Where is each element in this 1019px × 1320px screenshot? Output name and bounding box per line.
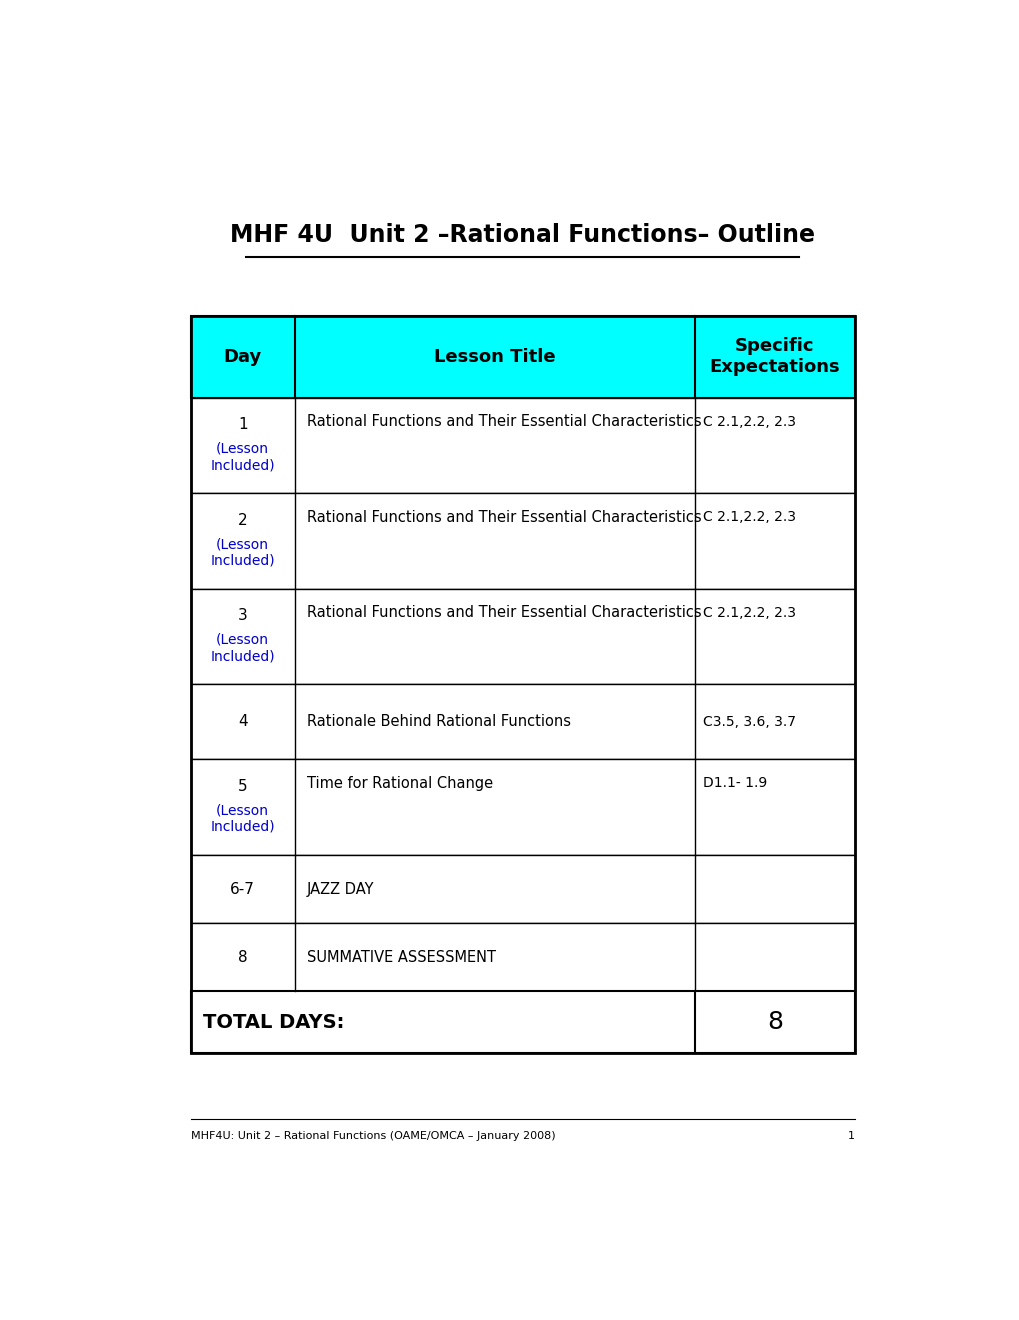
- Bar: [191, 397, 854, 494]
- Bar: [191, 315, 854, 397]
- Text: Rationale Behind Rational Functions: Rationale Behind Rational Functions: [307, 714, 570, 730]
- Text: MHF4U: Unit 2 – Rational Functions (OAME/OMCA – January 2008): MHF4U: Unit 2 – Rational Functions (OAME…: [191, 1131, 554, 1140]
- Text: Day: Day: [223, 348, 262, 366]
- Text: D1.1- 1.9: D1.1- 1.9: [702, 776, 766, 791]
- Text: 1: 1: [237, 417, 248, 432]
- Text: 8: 8: [237, 950, 248, 965]
- Text: 3: 3: [237, 609, 248, 623]
- Text: 8: 8: [766, 1010, 782, 1034]
- Text: Time for Rational Change: Time for Rational Change: [307, 776, 492, 791]
- Bar: [191, 494, 854, 589]
- Text: C3.5, 3.6, 3.7: C3.5, 3.6, 3.7: [702, 715, 795, 729]
- Bar: [191, 589, 854, 684]
- Bar: [191, 759, 854, 855]
- Bar: [191, 855, 854, 923]
- Bar: [191, 684, 854, 759]
- Text: 4: 4: [237, 714, 248, 730]
- Text: MHF 4U  Unit 2 –Rational Functions– Outline: MHF 4U Unit 2 –Rational Functions– Outli…: [230, 223, 814, 247]
- Text: Rational Functions and Their Essential Characteristics: Rational Functions and Their Essential C…: [307, 414, 700, 429]
- Text: (Lesson
Included): (Lesson Included): [210, 537, 275, 568]
- Text: 2: 2: [237, 512, 248, 528]
- Text: SUMMATIVE ASSESSMENT: SUMMATIVE ASSESSMENT: [307, 950, 495, 965]
- Text: 5: 5: [237, 779, 248, 793]
- Bar: [191, 991, 854, 1053]
- Text: JAZZ DAY: JAZZ DAY: [307, 882, 374, 896]
- Text: TOTAL DAYS:: TOTAL DAYS:: [203, 1012, 343, 1032]
- Text: Rational Functions and Their Essential Characteristics: Rational Functions and Their Essential C…: [307, 606, 700, 620]
- Text: Rational Functions and Their Essential Characteristics: Rational Functions and Their Essential C…: [307, 510, 700, 525]
- Text: (Lesson
Included): (Lesson Included): [210, 442, 275, 473]
- Text: (Lesson
Included): (Lesson Included): [210, 634, 275, 663]
- Bar: [191, 315, 854, 1053]
- Text: C 2.1,2.2, 2.3: C 2.1,2.2, 2.3: [702, 606, 795, 620]
- Bar: [191, 923, 854, 991]
- Text: (Lesson
Included): (Lesson Included): [210, 804, 275, 834]
- Text: 6-7: 6-7: [230, 882, 255, 896]
- Text: 1: 1: [847, 1131, 854, 1140]
- Text: Lesson Title: Lesson Title: [433, 348, 555, 366]
- Text: Specific
Expectations: Specific Expectations: [709, 338, 840, 376]
- Text: C 2.1,2.2, 2.3: C 2.1,2.2, 2.3: [702, 414, 795, 429]
- Text: C 2.1,2.2, 2.3: C 2.1,2.2, 2.3: [702, 511, 795, 524]
